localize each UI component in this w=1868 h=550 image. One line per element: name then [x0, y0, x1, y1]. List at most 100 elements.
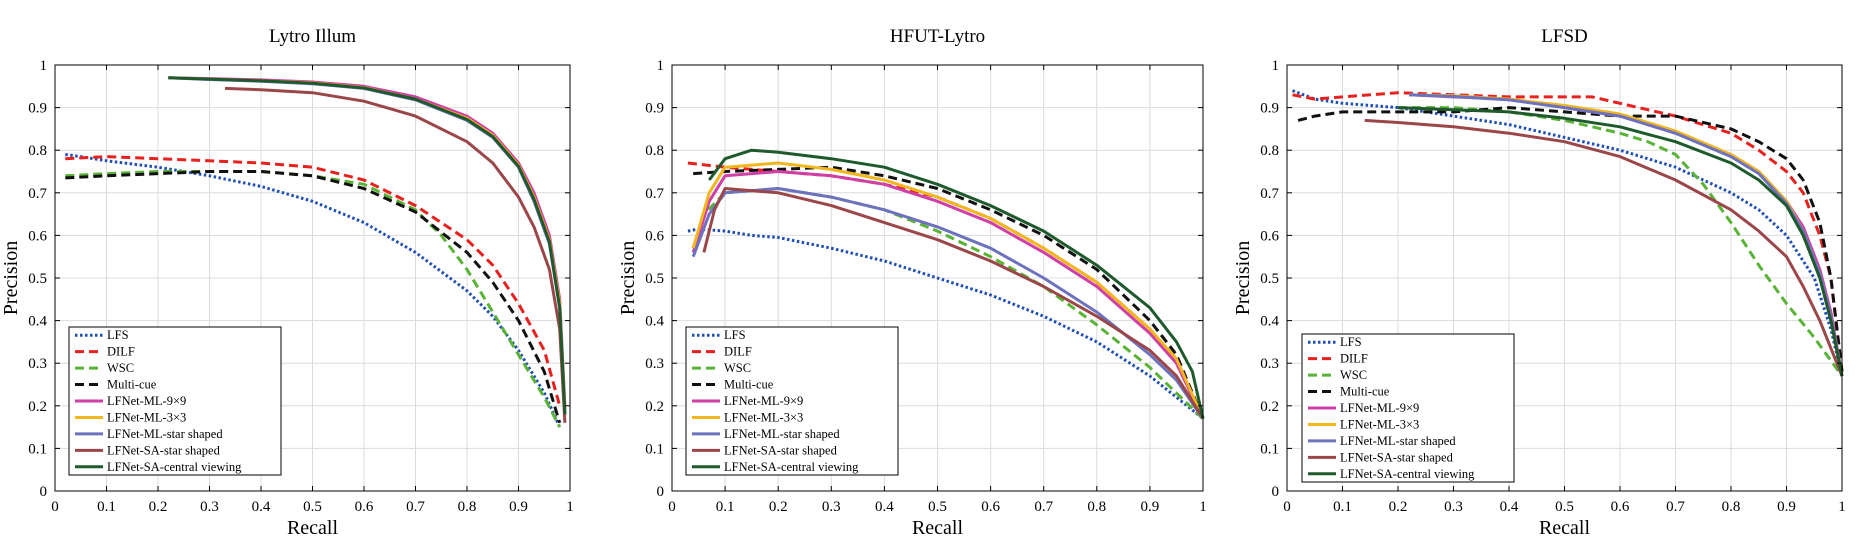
series-line — [1292, 91, 1844, 372]
series-line — [691, 187, 1205, 420]
y-tick-label: 0.3 — [1260, 356, 1279, 372]
y-tick-label: 1 — [657, 58, 665, 74]
legend-label: LFNet-ML-9×9 — [107, 394, 186, 408]
x-tick-label: 0.8 — [1722, 499, 1741, 515]
x-axis-label: Recall — [1539, 517, 1591, 539]
y-axis-label: Precision — [617, 241, 639, 315]
x-tick-label: 0.7 — [1666, 499, 1685, 515]
chart-panel-1: 0 0.1 0.2 0.3 0.4 0.5 0.6 0.7 0.8 0.9 1 0 0.1 0.2 0.3 0… — [0, 26, 574, 539]
x-tick-label: 1 — [566, 499, 574, 515]
series-group — [1291, 89, 1844, 377]
legend-label: WSC — [107, 361, 134, 375]
series-line — [702, 187, 1205, 420]
legend-label: LFNet-SA-central viewing — [1340, 467, 1475, 481]
x-tick-label: 0.2 — [1389, 499, 1408, 515]
y-tick-label: 1 — [40, 58, 48, 74]
x-axis-label: Recall — [287, 517, 339, 539]
legend-label: LFNet-ML-star shaped — [724, 427, 840, 441]
legend-box — [685, 326, 899, 476]
x-tick-label: 0.1 — [716, 499, 735, 515]
legend-label: LFNet-ML-9×9 — [1340, 401, 1419, 415]
x-tick-label: 1 — [1838, 499, 1846, 515]
x-tick-label: 0.7 — [406, 499, 425, 515]
legend-label: LFNet-ML-star shaped — [1340, 434, 1456, 448]
x-tick-label: 0.7 — [1034, 499, 1053, 515]
x-tick-label: 0.4 — [252, 499, 271, 515]
y-tick-label: 0.6 — [28, 228, 47, 244]
x-tick-label: 0.3 — [1444, 499, 1463, 515]
series-line — [65, 170, 562, 428]
y-tick-label: 0.4 — [1260, 314, 1279, 330]
series-line — [691, 170, 1205, 420]
legend-label: Multi-cue — [1340, 385, 1390, 399]
y-tick-label: 0.9 — [1260, 101, 1279, 117]
series-line — [224, 86, 567, 423]
y-tick-label: 0.8 — [1260, 143, 1279, 159]
legend-label: LFNet-SA-central viewing — [107, 460, 242, 474]
chart-panel-2: 0 0.1 0.2 0.3 0.4 0.5 0.6 0.7 0.8 0.9 1 0 0.1 0.2 0.3 0… — [617, 26, 1207, 539]
series-line — [168, 76, 567, 415]
x-tick-label: 0.5 — [303, 499, 322, 515]
y-axis-label: Precision — [1232, 241, 1254, 315]
y-tick-label: 0 — [40, 484, 48, 500]
legend-label: DILF — [724, 345, 752, 359]
x-tick-label: 0.4 — [875, 499, 894, 515]
y-tick-label: 0.1 — [645, 441, 664, 457]
legend-label: LFNet-ML-star shaped — [107, 427, 223, 441]
x-tick-label: 0.8 — [458, 499, 477, 515]
legend-label: LFNet-SA-star shaped — [1340, 450, 1454, 464]
chart-title: LFSD — [1541, 26, 1587, 47]
series-line — [691, 161, 1205, 420]
legend-label: LFNet-SA-star shaped — [107, 443, 221, 457]
legend-label: Multi-cue — [724, 378, 774, 392]
series-group — [687, 148, 1205, 420]
x-tick-label: 0 — [51, 499, 59, 515]
series-line — [1364, 118, 1844, 377]
legend-label: LFNet-ML-3×3 — [724, 410, 803, 424]
y-tick-label: 0.6 — [1260, 228, 1279, 244]
legend-label: WSC — [724, 361, 751, 375]
x-tick-label: 0.3 — [822, 499, 841, 515]
series-line — [1397, 106, 1844, 377]
chart-title: Lytro Illum — [269, 26, 356, 47]
legend: LFS DILF WSC Multi-cue LFNet-ML-9×9 LFNet-ML-… — [685, 326, 899, 476]
y-tick-label: 0.5 — [645, 271, 664, 287]
y-tick-label: 0.5 — [28, 271, 47, 287]
series-line — [1297, 106, 1844, 372]
legend-label: LFS — [1340, 335, 1362, 349]
x-tick-label: 0.1 — [1333, 499, 1352, 515]
legend-label: DILF — [1340, 352, 1368, 366]
legend-label: LFNet-ML-3×3 — [1340, 417, 1419, 431]
y-tick-label: 0.9 — [645, 101, 664, 117]
series-line — [1398, 106, 1844, 377]
y-tick-label: 0.1 — [1260, 441, 1279, 457]
legend-label: LFNet-SA-central viewing — [724, 460, 859, 474]
legend-label: DILF — [107, 345, 135, 359]
series-group — [65, 76, 567, 428]
x-tick-label: 0 — [668, 499, 676, 515]
y-tick-label: 0.3 — [645, 356, 664, 372]
y-tick-label: 0 — [1272, 484, 1280, 500]
legend-label: WSC — [1340, 368, 1367, 382]
y-tick-label: 0.2 — [1260, 399, 1279, 415]
y-tick-label: 0.6 — [645, 228, 664, 244]
x-tick-label: 0.2 — [769, 499, 788, 515]
x-tick-label: 0.6 — [1611, 499, 1630, 515]
y-tick-label: 0.2 — [645, 399, 664, 415]
series-line — [1409, 93, 1844, 377]
y-tick-label: 0.5 — [1260, 271, 1279, 287]
y-tick-label: 1 — [1272, 58, 1280, 74]
y-tick-label: 0.2 — [28, 399, 47, 415]
y-tick-label: 0.4 — [28, 314, 47, 330]
chart-panel-3: 0 0.1 0.2 0.3 0.4 0.5 0.6 0.7 0.8 0.9 1 0 0.1 0.2 0.3 0… — [1232, 26, 1846, 539]
x-tick-label: 0.9 — [1777, 499, 1796, 515]
legend-box — [1301, 333, 1515, 483]
series-line — [65, 155, 562, 407]
y-tick-label: 0.1 — [28, 441, 47, 457]
legend-label: LFS — [107, 328, 129, 342]
y-tick-label: 0.4 — [645, 314, 664, 330]
series-line — [707, 148, 1205, 419]
x-tick-label: 0.6 — [981, 499, 1000, 515]
